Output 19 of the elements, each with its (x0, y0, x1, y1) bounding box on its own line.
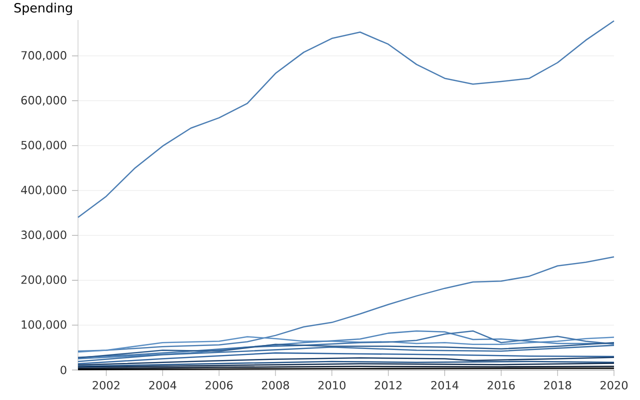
y-tick-label: 200,000 (21, 275, 66, 286)
x-tick-label: 2014 (431, 380, 458, 390)
y-tick-label: 400,000 (21, 186, 66, 196)
y-tick-label: 100,000 (22, 320, 66, 330)
x-tick-label: 2012 (374, 380, 402, 390)
y-tick-label: 300,000 (21, 230, 66, 240)
x-tick-label: 2006 (206, 380, 233, 390)
y-tick-label: 500,000 (21, 140, 66, 150)
y-tick-label: 600,000 (21, 96, 66, 106)
x-tick-label: 2008 (262, 380, 290, 390)
x-tick-label: 2018 (544, 380, 572, 390)
x-tick-label: 2004 (149, 380, 176, 390)
x-tick-label: 2010 (318, 380, 346, 390)
x-tick-label: 2002 (92, 380, 120, 390)
y-tick-label: 700,000 (21, 51, 66, 61)
y-tick-label: 0 (60, 366, 66, 374)
y-axis-title: Spending (14, 2, 72, 16)
x-tick-label: 2020 (600, 380, 628, 390)
x-tick-label: 2016 (488, 380, 515, 390)
